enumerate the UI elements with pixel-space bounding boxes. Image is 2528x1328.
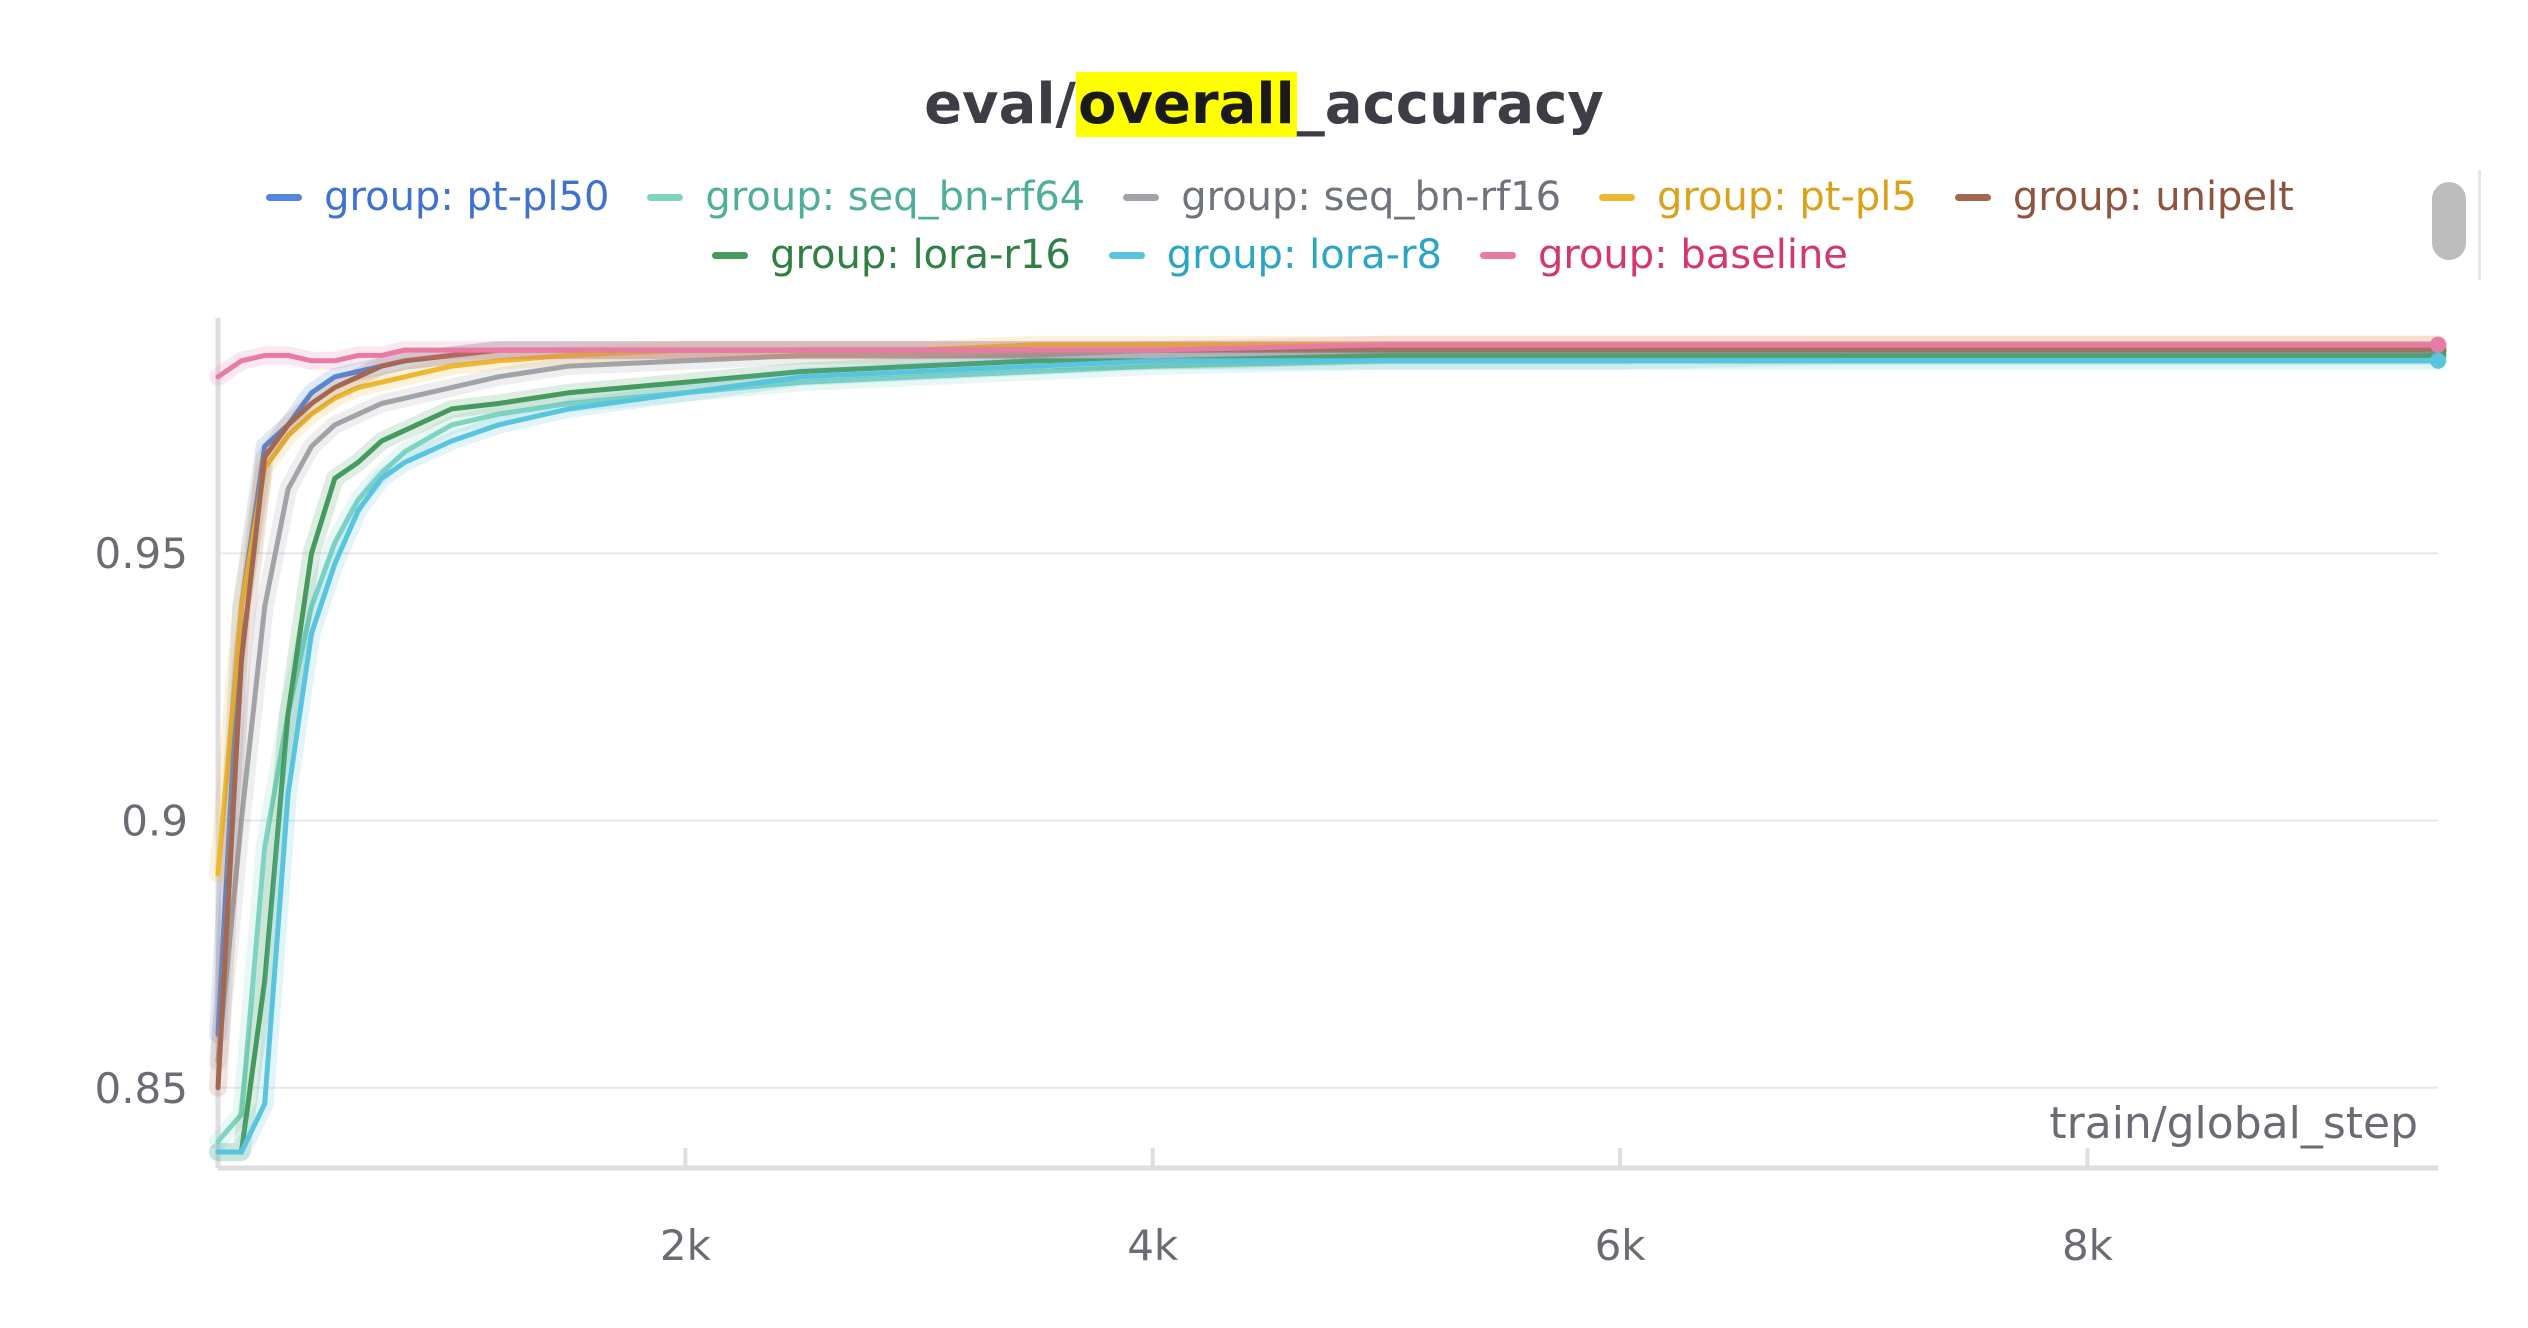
chart-title: eval/overall_accuracy — [0, 72, 2528, 137]
series-line-0 — [215, 347, 2441, 1037]
title-part-highlight: overall — [1076, 72, 1297, 137]
x-tick-label-3: 8k — [2062, 1221, 2114, 1270]
legend-label-2: group: seq_bn-rf16 — [1181, 174, 1562, 220]
series-band-6 — [209, 351, 2447, 1161]
legend-label-7: group: baseline — [1538, 232, 1848, 278]
title-part-suffix: _accuracy — [1296, 72, 1604, 137]
legend-swatch-2 — [1123, 193, 1160, 201]
legend-label-5: group: lora-r16 — [770, 232, 1071, 278]
legend-item-2[interactable]: group: seq_bn-rf16 — [1123, 174, 1561, 220]
legend-row-1: group: lora-r16 group: lora-r8 group: base… — [150, 226, 2410, 284]
series-group — [209, 335, 2447, 1161]
y-tick-label-2: 0.95 — [94, 529, 188, 578]
legend-swatch-7 — [1480, 251, 1516, 259]
x-axis-label: train/global_step — [2049, 1098, 2418, 1149]
series-band-2 — [209, 341, 2447, 1071]
series-line-7 — [215, 342, 2441, 380]
series-line-6 — [215, 358, 2441, 1155]
series-line-4 — [215, 347, 2441, 1091]
chart-legend: group: pt-pl50 group: seq_bn-rf64 group: s… — [150, 168, 2410, 284]
series-band-0 — [209, 341, 2447, 1044]
grid-lines — [218, 552, 2438, 1089]
x-tick-label-1: 4k — [1127, 1221, 1179, 1270]
x-tick-label-0: 2k — [660, 1221, 712, 1270]
legend-scrollbar-track — [2478, 170, 2481, 280]
legend-swatch-3 — [1599, 193, 1636, 201]
y-tick-label-1: 0.9 — [121, 797, 188, 846]
x-tick-label-2: 6k — [1595, 1221, 1647, 1270]
series-band-1 — [209, 346, 2447, 1151]
series-band-3 — [209, 335, 2447, 883]
legend-scrollbar[interactable] — [2420, 170, 2481, 280]
legend-label-0: group: pt-pl50 — [324, 174, 610, 220]
legend-label-3: group: pt-pl5 — [1657, 174, 1917, 220]
legend-label-1: group: seq_bn-rf64 — [705, 174, 1086, 220]
legend-item-5[interactable]: group: lora-r16 — [712, 232, 1071, 278]
legend-swatch-0 — [266, 193, 303, 201]
legend-item-6[interactable]: group: lora-r8 — [1108, 232, 1442, 278]
legend-label-4: group: unipelt — [2012, 174, 2294, 220]
series-endpoint-7 — [2430, 336, 2446, 353]
legend-swatch-4 — [1954, 193, 1991, 201]
legend-item-3[interactable]: group: pt-pl5 — [1599, 174, 1917, 220]
series-band-5 — [209, 346, 2447, 1161]
legend-swatch-1 — [647, 193, 684, 201]
series-line-2 — [215, 347, 2441, 1064]
legend-label-6: group: lora-r8 — [1166, 232, 1442, 278]
legend-item-0[interactable]: group: pt-pl50 — [266, 174, 609, 220]
legend-item-7[interactable]: group: baseline — [1480, 232, 1848, 278]
series-line-3 — [215, 342, 2441, 877]
series-endpoint-6 — [2430, 352, 2446, 369]
legend-scrollbar-thumb[interactable] — [2432, 182, 2466, 260]
series-line-5 — [215, 352, 2441, 1155]
series-band-4 — [209, 341, 2447, 1097]
axes: 0.85 0.9 0.95 2k 4k 6k 8k — [94, 318, 2438, 1270]
legend-row-0: group: pt-pl50 group: seq_bn-rf64 group: s… — [150, 168, 2410, 226]
series-line-1 — [215, 352, 2441, 1144]
legend-item-1[interactable]: group: seq_bn-rf64 — [647, 174, 1085, 220]
legend-swatch-5 — [712, 251, 749, 259]
legend-item-4[interactable]: group: unipelt — [1954, 174, 2294, 220]
title-part-prefix: eval/ — [924, 72, 1076, 137]
legend-swatch-6 — [1108, 251, 1145, 259]
y-tick-label-0: 0.85 — [94, 1064, 188, 1113]
